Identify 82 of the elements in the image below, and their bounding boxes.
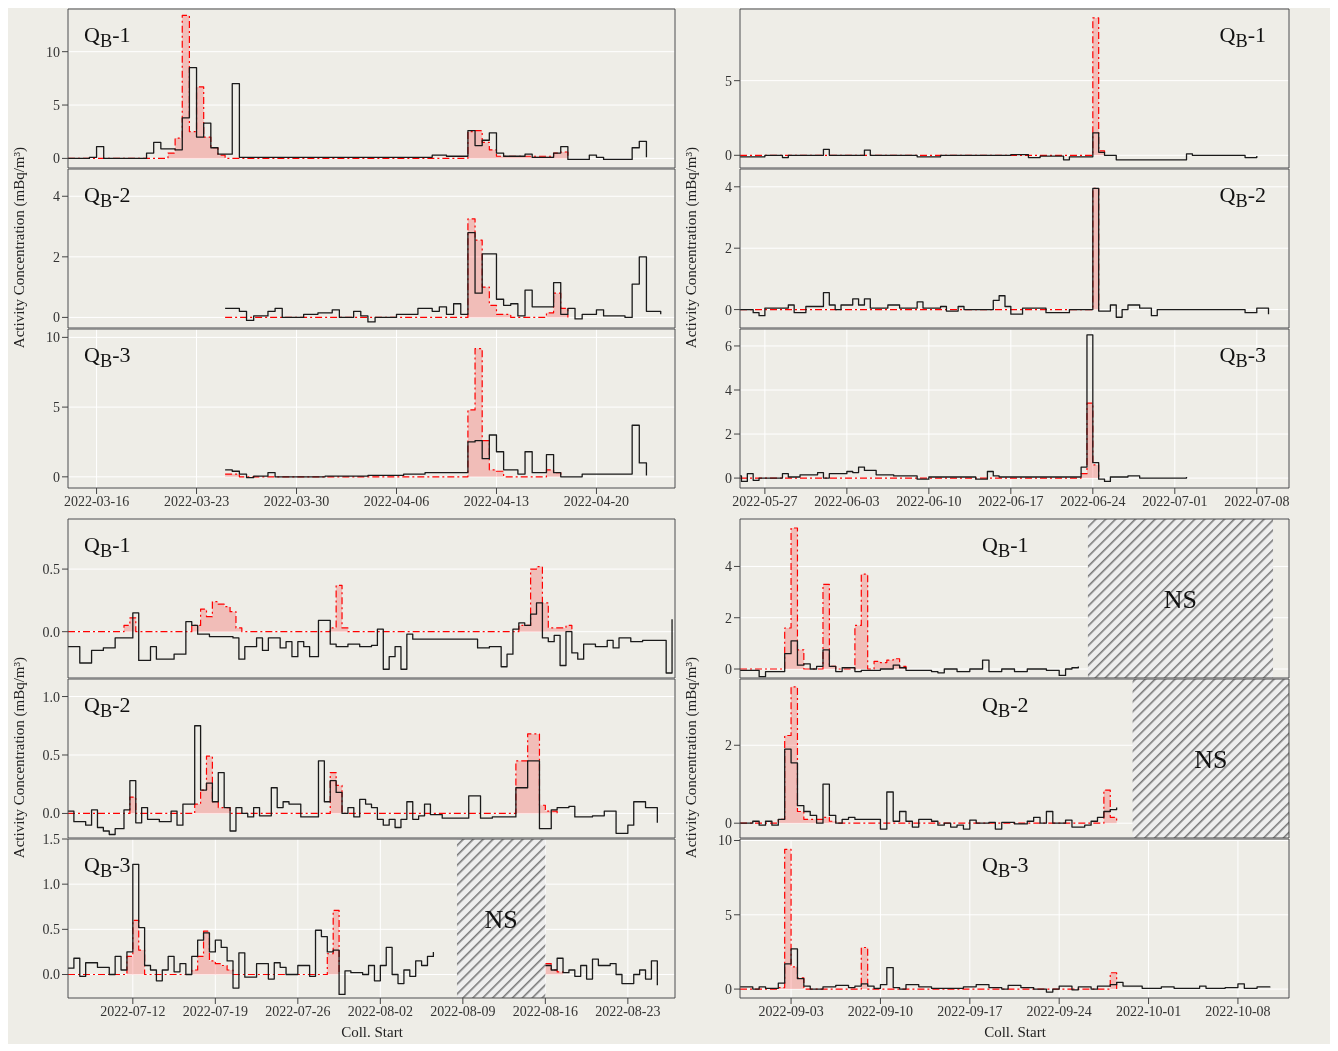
y-tick-label: 0 — [53, 310, 60, 326]
y-tick-label: 2 — [725, 610, 732, 626]
x-tick-label: 2022-05-27 — [732, 493, 798, 509]
x-axis-title: Coll. Start — [340, 1024, 404, 1041]
x-tick-label: 2022-10-08 — [1205, 1003, 1271, 1019]
text: Q$_{B}$-1 — [84, 532, 131, 563]
x-tick-label: 2022-07-26 — [265, 1003, 331, 1019]
y-tick-label: 0.0 — [42, 624, 60, 640]
y-tick-label: 0 — [725, 982, 732, 998]
band-label: NS — [1163, 584, 1198, 614]
y-tick-label: 0 — [53, 151, 60, 167]
x-axis-title: Coll. Start — [983, 1024, 1047, 1041]
x-tick-label: 2022-06-17 — [978, 493, 1044, 509]
y-tick-label: 4 — [725, 179, 732, 195]
text: Q$_{B}$-2 — [982, 692, 1029, 723]
y-axis-title: Activity Concentration (mBq/m³) — [682, 147, 700, 349]
x-tick-label: 2022-08-02 — [347, 1003, 413, 1019]
x-tick-label: 2022-04-13 — [463, 493, 530, 509]
y-tick-label: 0 — [725, 661, 732, 677]
text: Q$_{B}$-1 — [1219, 22, 1266, 53]
x-tick-label: 2022-07-08 — [1224, 493, 1290, 509]
y-tick-label: 0 — [725, 148, 732, 164]
y-tick-label: 0.5 — [42, 562, 60, 578]
y-tick-label: 1.5 — [42, 831, 60, 847]
x-tick-label: 2022-07-01 — [1142, 493, 1208, 509]
y-tick-label: 1.0 — [42, 689, 60, 705]
x-tick-label: 2022-04-20 — [563, 493, 630, 509]
y-tick-label: 0 — [53, 469, 60, 485]
text: Q$_{B}$-2 — [84, 692, 131, 723]
x-tick-label: 2022-03-16 — [63, 493, 130, 509]
x-tick-label: 2022-07-12 — [100, 1003, 166, 1019]
y-tick-label: 2 — [53, 249, 60, 265]
y-tick-label: 10 — [46, 330, 60, 346]
text: Q$_{B}$-2 — [1219, 182, 1266, 213]
y-tick-label: 5 — [725, 907, 732, 923]
y-tick-label: 0 — [725, 302, 732, 318]
x-tick-label: 2022-03-23 — [163, 493, 230, 509]
x-tick-label: 2022-10-01 — [1115, 1003, 1182, 1019]
y-tick-label: 6 — [725, 338, 732, 354]
text: Q$_{B}$-3 — [1219, 342, 1266, 373]
x-tick-label: 2022-07-19 — [182, 1003, 248, 1019]
y-tick-label: 5 — [53, 98, 60, 114]
y-tick-label: 5 — [725, 73, 732, 89]
y-tick-label: 4 — [725, 559, 732, 575]
text: Q$_{B}$-2 — [84, 182, 131, 213]
text: Q$_{B}$-3 — [84, 852, 131, 883]
x-tick-label: 2022-03-30 — [263, 493, 330, 509]
x-tick-label: 2022-08-23 — [595, 1003, 661, 1019]
y-axis-title: Activity Concentration (mBq/m³) — [10, 657, 28, 859]
y-tick-label: 0.5 — [42, 922, 60, 938]
x-tick-label: 2022-09-03 — [758, 1003, 824, 1019]
y-tick-label: 5 — [53, 400, 60, 416]
y-axis-title: Activity Concentration (mBq/m³) — [10, 147, 28, 349]
y-axis-title: Activity Concentration (mBq/m³) — [682, 657, 700, 859]
band-label: NS — [484, 904, 518, 934]
x-tick-label: 2022-09-17 — [937, 1003, 1003, 1019]
x-tick-label: 2022-09-24 — [1026, 1003, 1092, 1019]
y-tick-label: 2 — [725, 738, 732, 754]
x-tick-label: 2022-09-10 — [847, 1003, 914, 1019]
x-tick-label: 2022-08-16 — [512, 1003, 579, 1019]
x-tick-label: 2022-04-06 — [363, 493, 430, 509]
x-tick-label: 2022-08-09 — [430, 1003, 496, 1019]
y-tick-label: 4 — [53, 189, 60, 205]
text: Q$_{B}$-1 — [84, 22, 131, 53]
text: Q$_{B}$-3 — [84, 342, 131, 373]
band-label: NS — [1194, 744, 1228, 774]
y-tick-label: 0.0 — [42, 967, 60, 983]
y-tick-label: 0.0 — [42, 806, 60, 822]
text: Q$_{B}$-1 — [982, 532, 1029, 563]
x-tick-label: 2022-06-03 — [814, 493, 880, 509]
y-tick-label: 2 — [725, 241, 732, 257]
y-tick-label: 4 — [725, 382, 732, 398]
x-tick-label: 2022-06-10 — [896, 493, 962, 509]
y-tick-label: 0 — [725, 816, 732, 832]
y-tick-label: 0.5 — [42, 747, 60, 763]
y-tick-label: 1.0 — [42, 877, 60, 893]
x-tick-label: 2022-06-24 — [1060, 493, 1126, 509]
y-tick-label: 10 — [718, 833, 732, 849]
y-tick-label: 2 — [725, 427, 732, 443]
y-tick-label: 10 — [46, 44, 60, 60]
y-tick-label: 0 — [725, 471, 732, 487]
text: Q$_{B}$-3 — [982, 852, 1029, 883]
